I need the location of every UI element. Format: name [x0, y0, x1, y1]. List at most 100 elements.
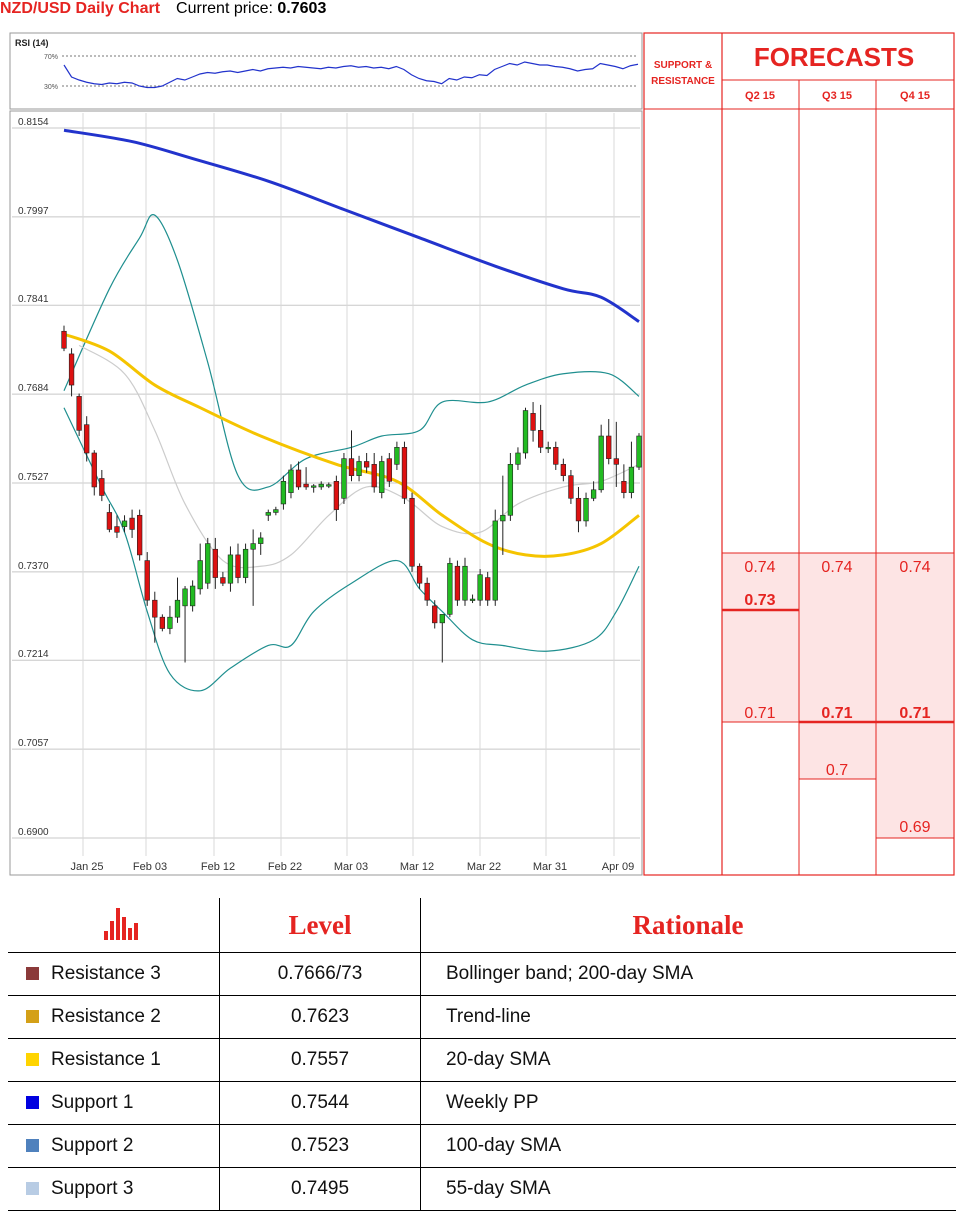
- y-tick-label: 0.7841: [18, 294, 49, 305]
- candle-body: [553, 447, 559, 465]
- level-name: Support 3: [51, 1178, 134, 1199]
- level-name: Resistance 1: [51, 1049, 161, 1070]
- candle-body: [295, 469, 302, 488]
- candle-body: [106, 512, 113, 530]
- col-q2: Q2 15: [745, 90, 775, 102]
- q3-mid-value: 0.71: [821, 705, 852, 722]
- candle-body: [530, 413, 536, 431]
- candle-body: [333, 481, 340, 510]
- bollinger-lower-line: [63, 407, 640, 692]
- q4-low-value: 0.69: [899, 819, 930, 836]
- level-value: 0.7523: [219, 1124, 421, 1168]
- level-name-cell: Support 2: [8, 1124, 220, 1168]
- level-value: 0.7623: [219, 995, 421, 1039]
- candle-body: [250, 543, 256, 550]
- y-tick-label: 0.7527: [18, 472, 49, 483]
- candle-body: [575, 497, 582, 522]
- candle-body: [568, 475, 574, 499]
- table-row: Resistance 3 0.7666/73 Bollinger band; 200…: [8, 952, 956, 996]
- bar-chart-icon: [104, 907, 138, 940]
- candle-body: [326, 484, 332, 487]
- candle-body: [84, 424, 90, 454]
- candle-body: [99, 478, 105, 496]
- level-rationale: 55-day SMA: [420, 1167, 956, 1211]
- candle-body: [318, 483, 324, 488]
- q4-mid-value: 0.71: [899, 705, 930, 722]
- candle-body: [401, 447, 408, 499]
- candle-body: [144, 560, 150, 601]
- level-rationale: Trend-line: [420, 995, 956, 1039]
- candle-body: [68, 353, 75, 386]
- bar-chart-icon-cell: [8, 898, 220, 953]
- candle-body: [409, 497, 415, 567]
- candle-body: [280, 481, 287, 505]
- level-value: 0.7666/73: [219, 952, 421, 996]
- candle-body: [167, 616, 173, 629]
- candle-body: [500, 514, 506, 522]
- x-tick-label: Feb 03: [133, 861, 167, 873]
- level-header: Level: [219, 898, 421, 953]
- level-value: 0.7557: [219, 1038, 421, 1082]
- candle-body: [583, 497, 589, 522]
- candle-body: [91, 452, 97, 488]
- y-tick-label: 0.7214: [18, 649, 49, 660]
- rsi-30-label: 30%: [44, 84, 58, 91]
- candle-body: [61, 330, 67, 349]
- chart-svg: RSI (14) 70% 30% 0.8154 0.7997 0.7841 0.768…: [9, 32, 955, 876]
- level-value: 0.7544: [219, 1081, 421, 1125]
- candle-body: [598, 435, 604, 491]
- x-tick-label: Jan 25: [70, 861, 103, 873]
- candle-body: [386, 458, 392, 482]
- candle-body: [485, 577, 491, 601]
- candle-body: [212, 548, 218, 578]
- q3-range-band: [799, 553, 876, 779]
- rsi-label: RSI (14): [15, 38, 49, 48]
- candle-body: [439, 614, 445, 624]
- candle-body: [288, 469, 294, 493]
- candle-body: [515, 452, 521, 465]
- y-tick-label: 0.8154: [18, 117, 49, 128]
- candle-body: [129, 517, 135, 530]
- q3-top-value: 0.74: [821, 559, 852, 576]
- candle-body: [432, 605, 438, 624]
- y-tick-label: 0.7370: [18, 561, 49, 572]
- candle-body: [152, 599, 158, 618]
- table-header-row: Level Rationale: [8, 898, 956, 953]
- x-tick-label: Feb 22: [268, 861, 302, 873]
- level-name: Resistance 2: [51, 1006, 161, 1027]
- candle-body: [242, 548, 249, 578]
- candle-body: [424, 582, 430, 601]
- x-tick-label: Mar 31: [533, 861, 567, 873]
- price-value: 0.7603: [277, 0, 327, 17]
- x-tick-label: Mar 22: [467, 861, 501, 873]
- level-rationale: Weekly PP: [420, 1081, 956, 1125]
- price-label: Current price:: [176, 0, 273, 17]
- level-rationale: 100-day SMA: [420, 1124, 956, 1168]
- candle-body: [507, 464, 514, 516]
- level-color-swatch: [26, 1010, 39, 1023]
- col-q4: Q4 15: [900, 90, 930, 102]
- candle-body: [348, 458, 355, 476]
- q3-low-value: 0.7: [826, 762, 848, 779]
- y-tick-label: 0.7684: [18, 383, 49, 394]
- candle-body: [560, 464, 566, 476]
- table-row: Support 1 0.7544 Weekly PP: [8, 1081, 956, 1125]
- candle-body: [205, 543, 211, 584]
- candle-body: [189, 585, 196, 607]
- forecast-panel: SUPPORT & RESISTANCE FORECASTS Q2 15 Q3 …: [643, 32, 955, 876]
- candle-body: [462, 565, 468, 601]
- candle-body: [235, 554, 241, 578]
- rsi-line: [63, 61, 639, 89]
- candle-body: [394, 447, 400, 465]
- candle-body: [311, 485, 317, 488]
- bollinger-upper-line: [63, 213, 640, 491]
- level-name: Support 1: [51, 1092, 134, 1113]
- candle-body: [454, 565, 461, 601]
- table-row: Resistance 2 0.7623 Trend-line: [8, 995, 956, 1039]
- candle-body: [220, 577, 226, 584]
- level-name-cell: Resistance 3: [8, 952, 220, 996]
- level-color-swatch: [26, 1096, 39, 1109]
- sma200-line: [63, 128, 640, 323]
- candle-body: [363, 461, 370, 468]
- level-color-swatch: [26, 1053, 39, 1066]
